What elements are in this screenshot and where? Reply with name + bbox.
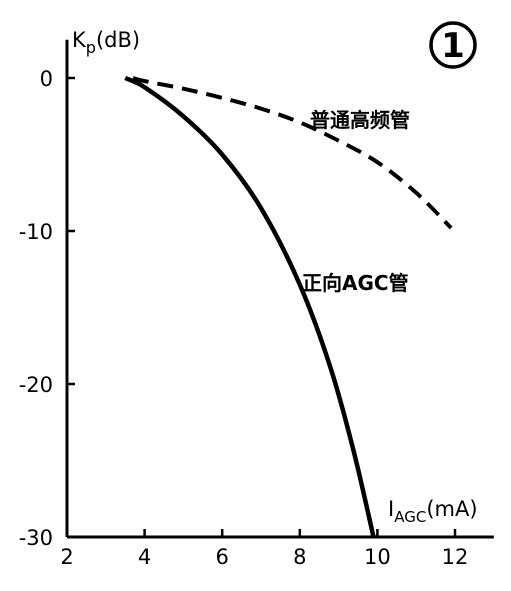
- series-label-dashed: 普通高频管: [310, 108, 410, 132]
- series-layer: [124, 75, 453, 538]
- x-tick-label: 6: [216, 545, 229, 569]
- x-tick-label: 2: [60, 545, 73, 569]
- x-axis-title: IAGC(mA): [388, 497, 478, 526]
- series-label-solid: 正向AGC管: [302, 271, 409, 295]
- x-tick-label: 10: [364, 545, 391, 569]
- figure-number-badge: 1: [429, 21, 477, 69]
- series-line-solid: [124, 75, 376, 538]
- ticks: 2 4 6 8 10 12 0 -10 -20 -30: [19, 67, 469, 569]
- y-tick-label: 0: [40, 67, 53, 91]
- badge-circle: [429, 21, 477, 69]
- y-tick-label: -10: [19, 220, 53, 244]
- axes: [65, 39, 494, 539]
- y-axis-title: Kp(dB): [72, 28, 140, 57]
- badge-label: 1: [441, 26, 465, 66]
- x-tick-label: 4: [138, 545, 151, 569]
- y-tick-label: -30: [19, 526, 53, 550]
- series-line-dashed: [132, 76, 453, 230]
- x-tick-label: 8: [293, 545, 306, 569]
- y-tick-label: -20: [19, 373, 53, 397]
- x-tick-label: 12: [442, 545, 469, 569]
